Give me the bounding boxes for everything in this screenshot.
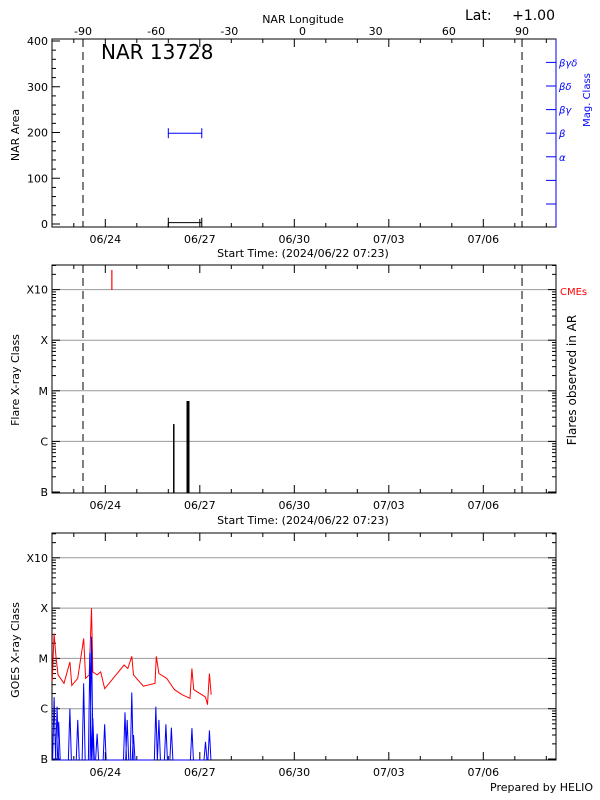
x-tick-label: 06/30 [278,766,310,779]
y-tick-label: 300 [27,81,48,94]
x-tick-label: 07/03 [373,499,405,512]
x-tick-label: 06/24 [89,499,121,512]
region-title: NAR 13728 [101,40,214,64]
longitude-tick-label: 30 [369,25,383,38]
y-tick-label: X10 [26,284,48,297]
x-tick-label: 06/27 [184,766,216,779]
y-tick-label: X [40,602,48,615]
goes-short-channel-line [52,636,212,761]
cme-label: CMEs [560,287,587,298]
longitude-tick-label: -60 [147,25,165,38]
y-tick-label: X [40,334,48,347]
y-tick-label: 200 [27,127,48,140]
x-tick-label: 07/06 [467,766,499,779]
mag-class-tick-label: βγ [558,106,572,117]
panel2-frame [51,264,557,494]
mag-class-label: Mag. Class [582,73,593,127]
x-tick-label: 07/06 [467,499,499,512]
x-tick-label: 06/27 [184,233,216,246]
panel2-xlabel: Start Time: (2024/06/22 07:23) [217,514,389,527]
panel3-ylabel: GOES X-ray Class [9,602,22,698]
credit: Prepared by HELIO [490,781,593,794]
longitude-tick-label: 0 [299,25,306,38]
longitude-tick-label: 60 [442,25,456,38]
y-tick-label: B [40,486,48,499]
top-axis-label: NAR Longitude [262,13,344,26]
lat-label: Lat: [465,8,492,24]
mag-class-tick-label: β [558,129,566,140]
y-tick-label: 400 [27,35,48,48]
x-tick-label: 07/03 [373,766,405,779]
panel2-right-label: Flares observed in AR [565,315,579,445]
mag-class-tick-label: βγδ [558,58,577,69]
panel1-ylabel: NAR Area [9,109,22,161]
mag-class-tick-label: βδ [558,82,572,93]
y-tick-label: B [40,753,48,766]
y-tick-label: M [39,385,49,398]
x-tick-label: 06/24 [89,766,121,779]
mag-class-tick-label: α [559,153,566,164]
y-tick-label: 100 [27,172,48,185]
x-tick-label: 07/03 [373,233,405,246]
x-tick-label: 07/06 [467,233,499,246]
panel1-xlabel: Start Time: (2024/06/22 07:23) [217,247,389,260]
x-tick-label: 06/27 [184,499,216,512]
goes-long-channel-line [51,608,212,705]
y-tick-label: M [39,652,49,665]
x-tick-label: 06/30 [278,233,310,246]
y-tick-label: C [40,703,48,716]
y-tick-label: X10 [26,552,48,565]
y-tick-label: C [40,435,48,448]
longitude-tick-label: -90 [74,25,92,38]
x-tick-label: 06/24 [89,233,121,246]
longitude-tick-label: 90 [515,25,529,38]
longitude-tick-label: -30 [220,25,238,38]
x-tick-label: 06/30 [278,499,310,512]
panel2-ylabel: Flare X-ray Class [9,334,22,426]
y-tick-label: 0 [41,218,48,231]
panel1-frame [51,38,557,228]
panel3-frame [51,532,557,761]
lat-value: +1.00 [512,8,555,24]
